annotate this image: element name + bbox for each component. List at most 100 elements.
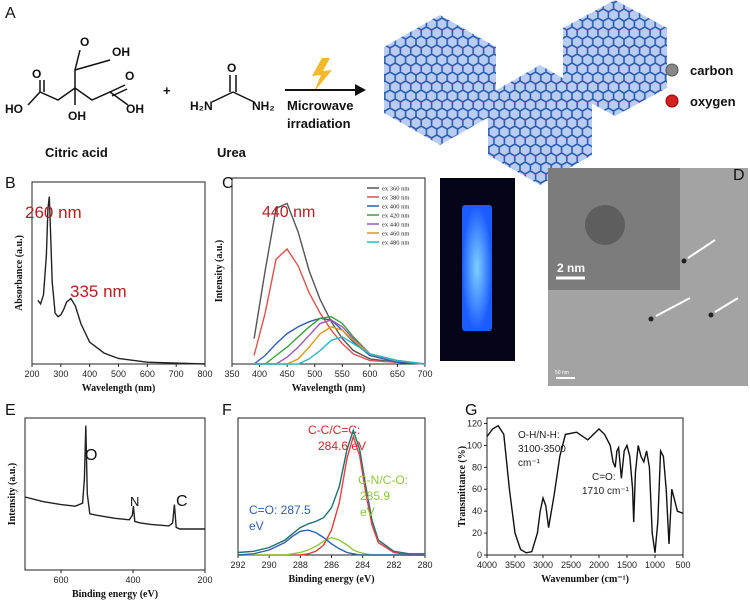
atom-label: OH	[68, 109, 86, 123]
plot-frame	[231, 177, 426, 365]
x-tick-label: 450	[280, 369, 295, 379]
x-tick-label: 400	[252, 369, 267, 379]
x-tick-label: 1000	[645, 560, 665, 570]
atom-label: NH₂	[252, 99, 275, 113]
urea-structure	[211, 75, 255, 103]
atom-label: O	[227, 61, 236, 75]
legend-label: ex 380 nm	[382, 195, 409, 202]
panel-label: E	[5, 402, 16, 419]
legend-label: ex 420 nm	[382, 213, 409, 220]
series-line	[237, 428, 425, 555]
atom-label: H₂N	[190, 99, 213, 113]
series-line	[237, 529, 425, 556]
panel-label: C	[222, 175, 234, 192]
oxygen-marker	[665, 94, 679, 108]
series-line	[253, 247, 426, 365]
nanoparticle	[708, 312, 714, 318]
y-tick-label: 40	[472, 506, 482, 516]
x-tick-label: 200	[197, 575, 212, 585]
x-tick-label: 400	[82, 369, 97, 379]
nanoparticle	[648, 316, 654, 322]
x-axis-label: Wavelength (nm)	[292, 383, 366, 394]
y-tick-label: 80	[472, 462, 482, 472]
annotation: O	[85, 447, 97, 464]
series-line	[254, 336, 426, 365]
x-tick-label: 300	[53, 369, 68, 379]
plus-sign: +	[163, 83, 171, 98]
plot-frame	[486, 417, 684, 556]
x-tick-label: 280	[417, 560, 432, 570]
x-tick-label: 290	[262, 560, 277, 570]
x-axis-label: Binding energy (eV)	[72, 589, 158, 600]
x-tick-label: 3000	[533, 560, 553, 570]
x-tick-label: 600	[362, 369, 377, 379]
x-axis-label: Wavelength (nm)	[82, 383, 156, 394]
x-tick-label: 200	[24, 369, 39, 379]
x-tick-label: 1500	[617, 560, 637, 570]
arrow-label: Microwave	[287, 98, 353, 113]
legend-label: carbon	[690, 63, 733, 78]
atom-label: OH	[112, 45, 130, 59]
annotation: cm⁻¹	[518, 458, 541, 469]
x-tick-label: 2000	[589, 560, 609, 570]
annotation: 285.9	[360, 489, 390, 503]
y-axis-label: Transmittance (%)	[457, 446, 468, 527]
compound-name: Urea	[217, 145, 247, 160]
annotation: C=O:	[592, 472, 616, 483]
vial-glow	[462, 205, 492, 331]
x-tick-label: 500	[111, 369, 126, 379]
annotation: 3100-3500	[518, 444, 566, 455]
x-tick-label: 550	[335, 369, 350, 379]
series-line	[37, 196, 206, 365]
legend-label: ex 360 nm	[382, 186, 409, 193]
annotation: C-C/C=C:	[308, 423, 360, 437]
x-tick-label: 800	[197, 369, 212, 379]
x-tick-label: 4000	[477, 560, 497, 570]
legend-label: ex 440 nm	[382, 222, 409, 229]
annotation: 440 nm	[262, 204, 315, 221]
x-tick-label: 600	[53, 575, 68, 585]
arrow-head	[355, 84, 366, 96]
panel-label: F	[222, 402, 232, 419]
panel-label: A	[5, 5, 16, 22]
panel-label: G	[465, 402, 477, 419]
annotation: 1710 cm⁻¹	[582, 486, 630, 497]
annotation: C	[176, 493, 188, 510]
series-line	[24, 425, 205, 530]
x-tick-label: 500	[675, 560, 690, 570]
scale-label: 2 nm	[557, 261, 585, 275]
annotation: eV	[249, 519, 264, 533]
lightning-icon	[312, 58, 332, 92]
panel-label: D	[733, 167, 745, 184]
legend-label: ex 400 nm	[382, 204, 409, 211]
x-axis-label: Binding energy (eV)	[288, 574, 374, 585]
annotation: 335 nm	[70, 282, 127, 301]
annotation: 260 nm	[25, 203, 82, 222]
legend-label: ex 480 nm	[382, 240, 409, 247]
x-tick-label: 286	[324, 560, 339, 570]
y-axis-label: Absorbance (a.u.)	[14, 235, 25, 311]
scale-label: 50 nm	[555, 370, 569, 376]
x-tick-label: 2500	[561, 560, 581, 570]
x-tick-label: 284	[355, 560, 370, 570]
carbon-dot-sheet	[563, 0, 667, 116]
nanoparticle	[681, 258, 687, 264]
carbon-dot-sheet	[488, 65, 592, 185]
x-tick-label: 600	[140, 369, 155, 379]
annotation: C=O: 287.5	[249, 503, 311, 517]
series-line	[254, 326, 426, 365]
tem-arrows	[655, 239, 739, 317]
atom-label: HO	[5, 102, 23, 116]
atom-label: O	[32, 67, 41, 81]
x-tick-label: 500	[307, 369, 322, 379]
annotation: N	[130, 494, 139, 509]
y-tick-label: 120	[467, 418, 482, 428]
x-tick-label: 650	[390, 369, 405, 379]
compound-name: Citric acid	[45, 145, 108, 160]
legend-label: oxygen	[690, 94, 736, 109]
carbon-marker	[665, 63, 679, 77]
atom-label: O	[80, 35, 89, 49]
x-tick-label: 400	[125, 575, 140, 585]
x-tick-label: 3500	[505, 560, 525, 570]
